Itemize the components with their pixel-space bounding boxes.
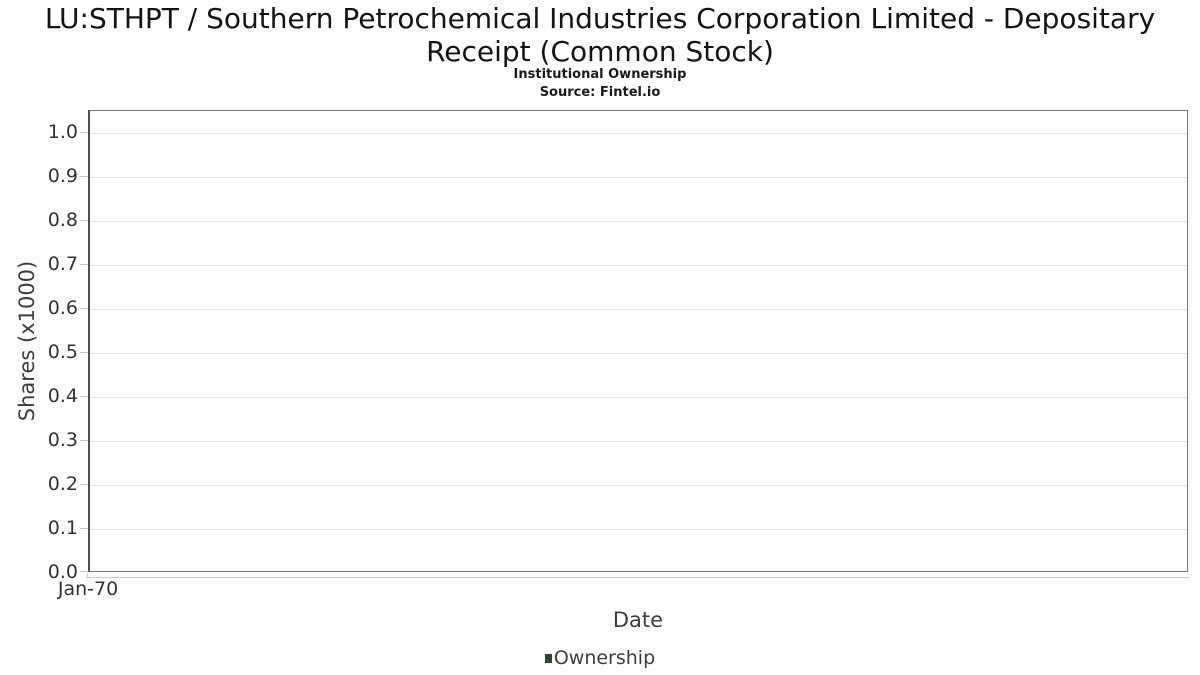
x-tick-mark: [87, 573, 88, 578]
y-tick-label: 0.4: [47, 385, 78, 407]
y-tick-mark: [80, 176, 88, 177]
y-tick-label: 0.7: [47, 253, 78, 275]
gridline: [90, 309, 1187, 310]
chart-subtitle: Institutional Ownership: [513, 67, 687, 82]
gridline: [90, 529, 1187, 530]
x-axis-line: [86, 577, 1190, 578]
y-tick-label: 0.1: [47, 517, 78, 539]
legend-label: Ownership: [553, 647, 656, 669]
gridline: [90, 397, 1187, 398]
y-tick-mark: [80, 352, 88, 353]
gridline: [90, 265, 1187, 266]
chart-source-label: Source: Fintel.io: [539, 85, 661, 100]
gridline: [90, 485, 1187, 486]
y-tick-label: 0.6: [47, 297, 78, 319]
legend-item-ownership[interactable]: Ownership: [544, 647, 656, 669]
y-tick-mark: [80, 528, 88, 529]
y-tick-mark: [80, 132, 88, 133]
y-tick-mark: [80, 220, 88, 221]
y-tick-label: 0.5: [47, 341, 78, 363]
gridline: [90, 441, 1187, 442]
gridline: [90, 133, 1187, 134]
gridline: [90, 221, 1187, 222]
y-tick-mark: [80, 396, 88, 397]
y-tick-label: 0.8: [47, 209, 78, 231]
y-tick-label: 0.0: [47, 561, 78, 583]
y-tick-label: 1.0: [47, 121, 78, 143]
x-axis-title: Date: [612, 608, 664, 632]
y-tick-label: 0.2: [47, 473, 78, 495]
gridline: [90, 353, 1187, 354]
x-tick-label: Jan-70: [57, 578, 119, 600]
y-tick-mark: [80, 264, 88, 265]
legend-marker-square-icon: [544, 653, 552, 663]
y-tick-label: 0.9: [47, 165, 78, 187]
y-tick-mark: [80, 308, 88, 309]
gridline: [90, 177, 1187, 178]
chart-title: LU:STHPT / Southern Petrochemical Indust…: [44, 2, 1156, 68]
chart-legend: Ownership: [0, 645, 1200, 671]
y-tick-label: 0.3: [47, 429, 78, 451]
y-tick-mark: [80, 571, 88, 572]
plot-area: [88, 110, 1188, 572]
y-tick-mark: [80, 484, 88, 485]
y-tick-mark: [80, 440, 88, 441]
